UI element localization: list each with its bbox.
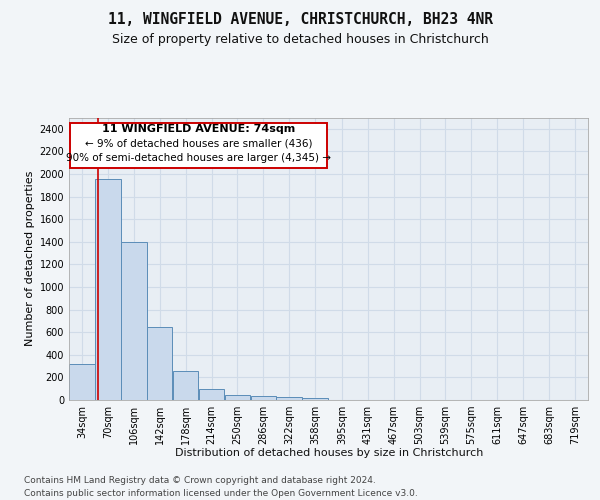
Text: 11, WINGFIELD AVENUE, CHRISTCHURCH, BH23 4NR: 11, WINGFIELD AVENUE, CHRISTCHURCH, BH23… xyxy=(107,12,493,28)
Text: ← 9% of detached houses are smaller (436): ← 9% of detached houses are smaller (436… xyxy=(85,138,313,148)
FancyBboxPatch shape xyxy=(70,122,328,168)
Text: Distribution of detached houses by size in Christchurch: Distribution of detached houses by size … xyxy=(175,448,483,458)
Text: Size of property relative to detached houses in Christchurch: Size of property relative to detached ho… xyxy=(112,32,488,46)
Bar xyxy=(95,178,121,400)
Text: 90% of semi-detached houses are larger (4,345) →: 90% of semi-detached houses are larger (… xyxy=(67,152,331,162)
Bar xyxy=(69,364,95,400)
Bar xyxy=(199,390,224,400)
Bar xyxy=(277,397,302,400)
Bar xyxy=(302,398,328,400)
Bar xyxy=(147,326,172,400)
Bar xyxy=(251,396,276,400)
Text: Contains public sector information licensed under the Open Government Licence v3: Contains public sector information licen… xyxy=(24,489,418,498)
Bar xyxy=(121,242,146,400)
Text: 11 WINGFIELD AVENUE: 74sqm: 11 WINGFIELD AVENUE: 74sqm xyxy=(103,124,296,134)
Bar xyxy=(224,395,250,400)
Text: Contains HM Land Registry data © Crown copyright and database right 2024.: Contains HM Land Registry data © Crown c… xyxy=(24,476,376,485)
Bar xyxy=(173,370,199,400)
Y-axis label: Number of detached properties: Number of detached properties xyxy=(25,171,35,346)
